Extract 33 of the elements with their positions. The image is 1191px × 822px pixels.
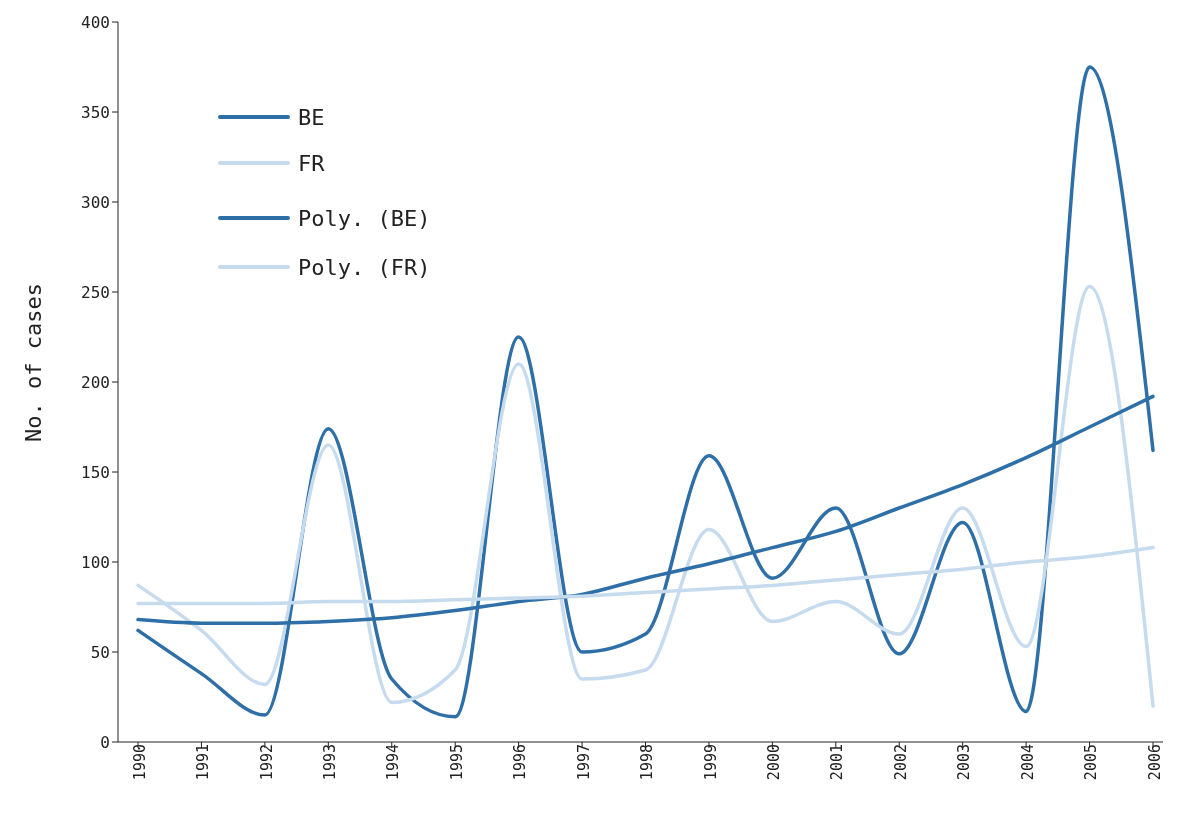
x-tick-label: 1991 <box>194 744 213 781</box>
x-tick-label: 2005 <box>1082 744 1101 781</box>
y-tick-label: 50 <box>90 642 110 662</box>
legend-label: FR <box>298 150 325 176</box>
y-tick-label: 350 <box>81 102 110 122</box>
y-tick-label: 100 <box>81 552 110 572</box>
y-tick-label: 200 <box>81 372 110 392</box>
x-tick-label: 1993 <box>320 744 339 781</box>
x-tick-label: 2004 <box>1018 744 1037 781</box>
y-tick-label: 150 <box>81 462 110 482</box>
y-tick-label: 0 <box>100 732 110 752</box>
x-tick-label: 1990 <box>130 744 149 781</box>
x-tick-label: 2000 <box>765 744 784 781</box>
x-tick-label: 1992 <box>257 744 276 781</box>
x-tick-label: 1996 <box>511 744 530 781</box>
x-tick-label: 2006 <box>1145 744 1164 781</box>
x-tick-label: 1994 <box>384 744 403 781</box>
y-axis-title: No. of cases <box>20 283 46 442</box>
x-tick-label: 2001 <box>828 744 847 781</box>
x-tick-label: 1997 <box>574 744 593 781</box>
y-tick-label: 400 <box>81 12 110 32</box>
x-tick-label: 1998 <box>638 744 657 781</box>
line-series <box>136 284 1155 708</box>
x-tick-label: 1995 <box>447 744 466 781</box>
legend-label: Poly. (BE) <box>298 205 431 231</box>
x-tick-label: 1999 <box>701 744 720 781</box>
legend-label: Poly. (FR) <box>298 254 431 280</box>
y-tick-label: 300 <box>81 192 110 212</box>
y-tick-label: 250 <box>81 282 110 302</box>
x-tick-label: 2002 <box>891 744 910 781</box>
x-tick-label: 2003 <box>955 744 974 781</box>
legend-label: BE <box>298 104 325 130</box>
line-series <box>136 65 1155 719</box>
